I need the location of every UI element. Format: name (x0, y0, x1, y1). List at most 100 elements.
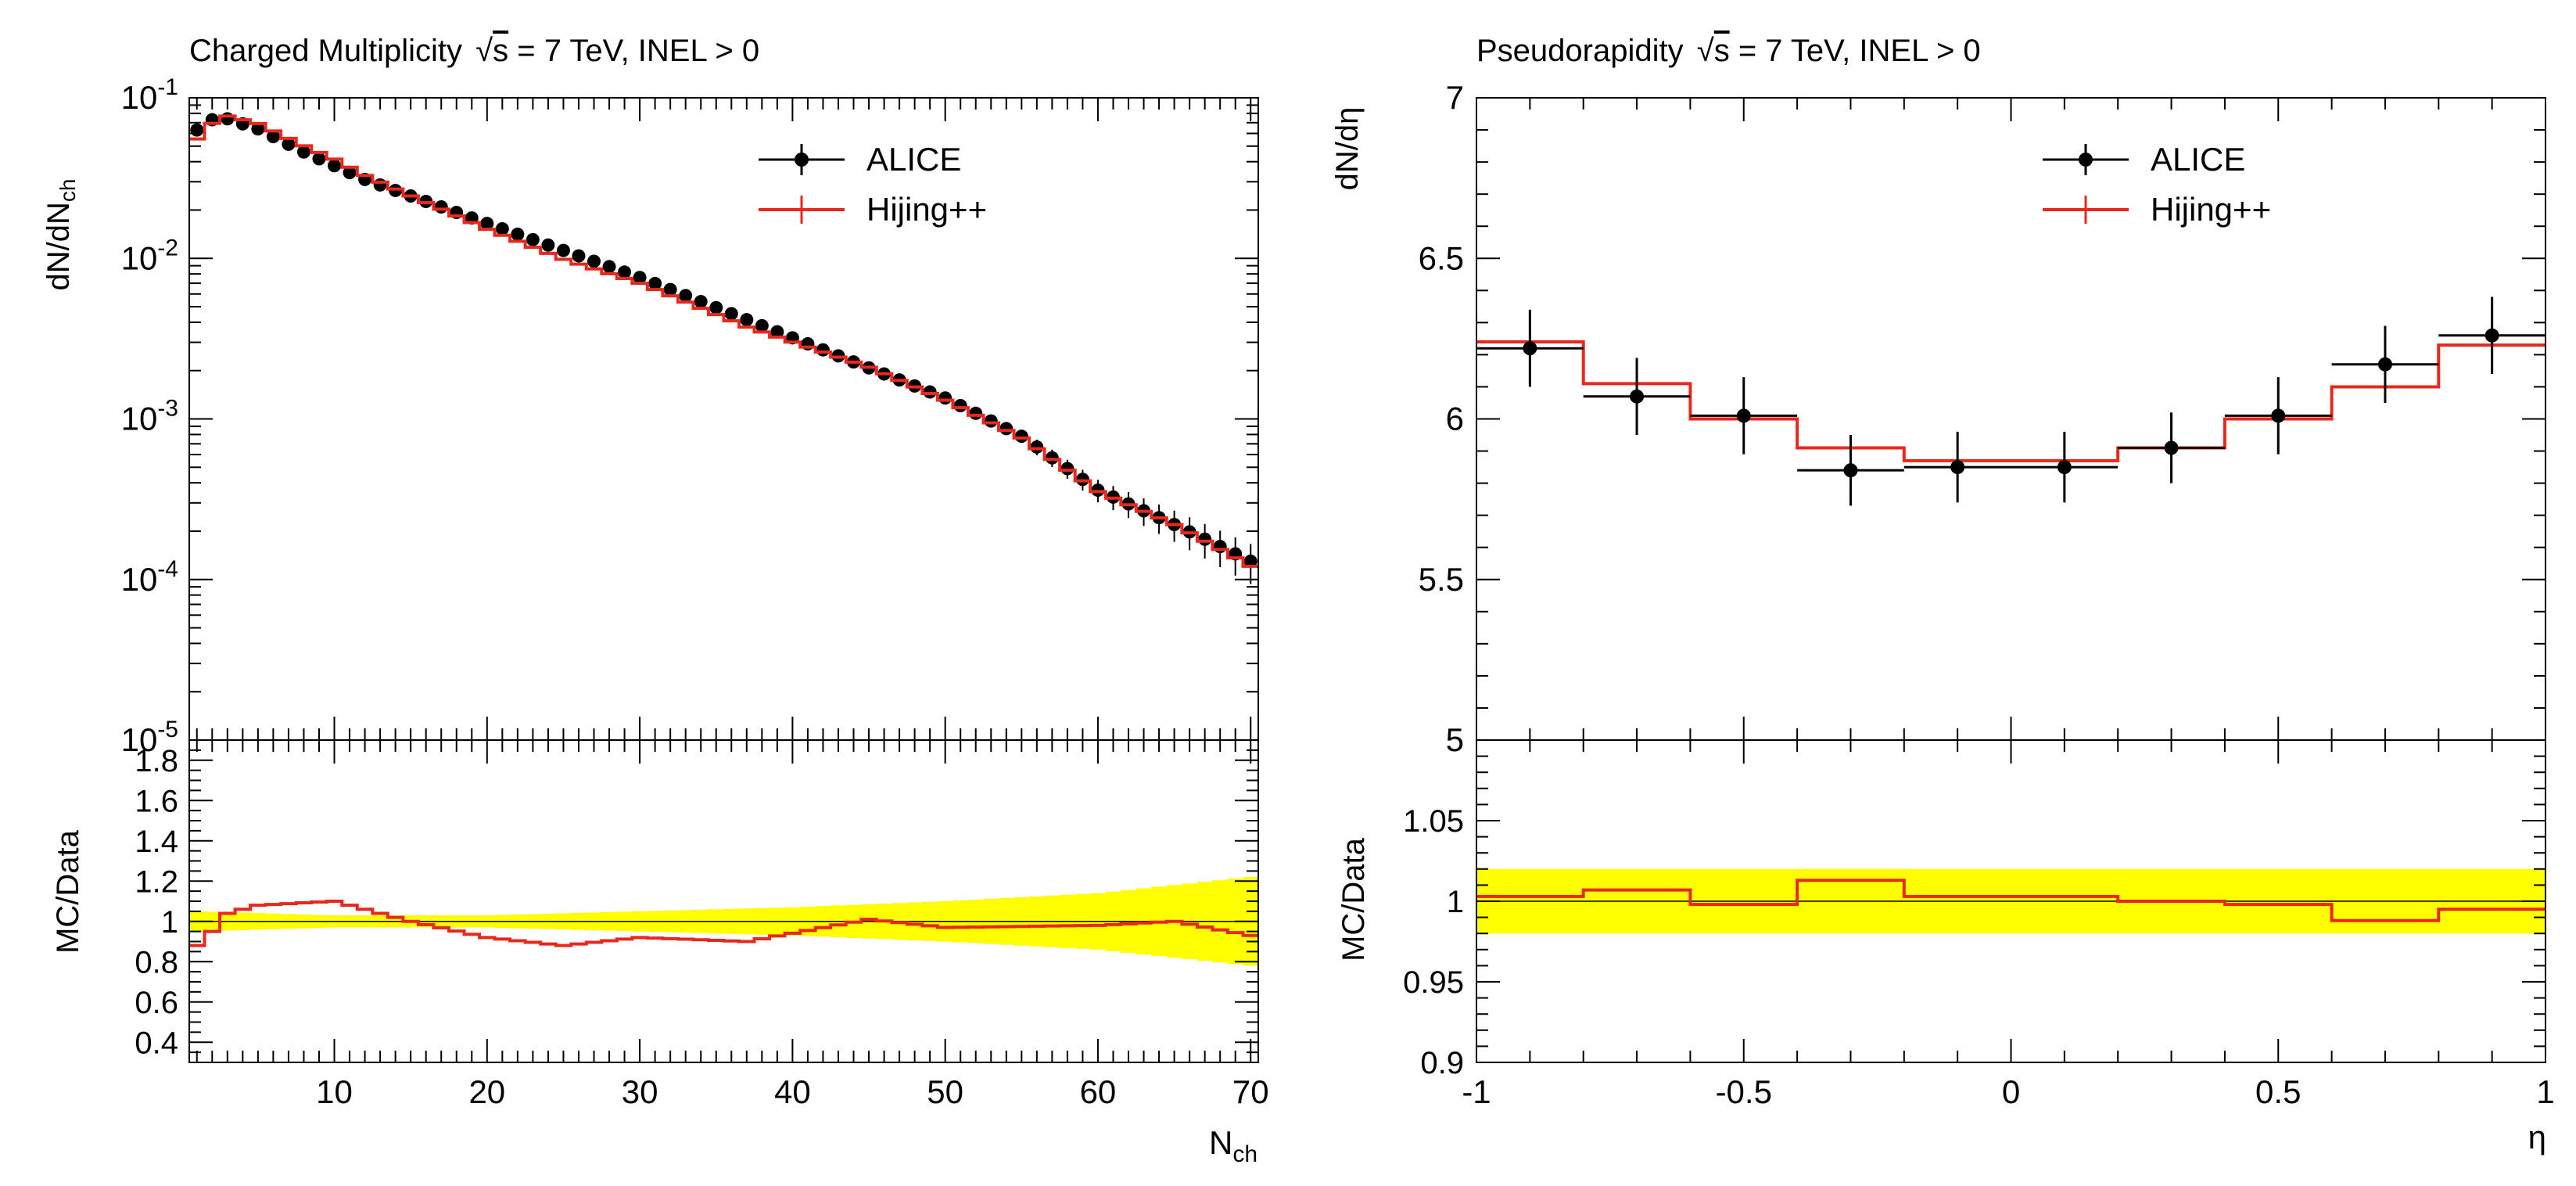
left-ratio-uncertainty-band (189, 877, 1258, 965)
right-xtick-label: -1 (1462, 1073, 1491, 1110)
left-legend-alice-label: ALICE (866, 141, 961, 178)
right-data-point (2165, 440, 2179, 455)
right-data-point (2058, 460, 2072, 474)
left-ratio-ytick-label: 1.8 (135, 744, 178, 778)
left-xtick-label: 60 (1080, 1073, 1117, 1110)
right-xtick-label: 0.5 (2255, 1073, 2301, 1110)
left-data-point (954, 399, 967, 412)
right-ytick-label: 5.5 (1419, 561, 1464, 598)
left-ytick-label: 10-4 (121, 556, 178, 598)
left-xtick-label: 70 (1232, 1073, 1269, 1110)
left-ytick-label: 10-1 (121, 74, 178, 116)
right-legend-alice-marker (2079, 153, 2093, 167)
left-data-point (603, 260, 616, 273)
left-legend: ALICE Hijing++ (759, 141, 987, 228)
left-data-point (709, 301, 723, 314)
left-data-point (725, 307, 738, 320)
left-xtick-label: 10 (316, 1073, 353, 1110)
left-xtick-label: 20 (468, 1073, 505, 1110)
left-data-point (1214, 540, 1227, 553)
right-xtick-label: 0 (2002, 1073, 2020, 1110)
left-data-point (526, 233, 540, 246)
right-xtick-label: -0.5 (1716, 1073, 1772, 1110)
left-ratio-ytick-label: 0.8 (135, 945, 178, 979)
left-ytick-label: 10-2 (121, 235, 178, 276)
left-data-point (587, 254, 601, 268)
left-data-point (496, 222, 509, 235)
right-ytick-label: 5 (1446, 721, 1464, 758)
left-data-point (1015, 429, 1028, 443)
right-ratio-ylabel: MC/Data (1336, 837, 1371, 961)
right-xlabel: η (2528, 1119, 2546, 1155)
right-data-point (1737, 408, 1751, 422)
right-legend-mc-label: Hijing++ (2151, 191, 2271, 228)
left-data-point (511, 228, 524, 241)
left-data-point (969, 407, 982, 420)
left-data-point (435, 200, 448, 214)
left-data-point (312, 153, 325, 166)
left-tick-labels: 10 20 30 40 50 60 7010-110-210-310-410-50.40.6… (121, 74, 1269, 1110)
left-data-point (1030, 440, 1043, 454)
left-legend-mc-label: Hijing++ (866, 191, 987, 228)
right-legend-alice-label: ALICE (2151, 141, 2245, 178)
left-xtick-label: 50 (927, 1073, 963, 1110)
right-ratio-ytick-label: 1.05 (1403, 804, 1464, 839)
right-ytick-label: 7 (1446, 79, 1464, 116)
left-data-point (816, 343, 830, 357)
right-tick-labels: -1 -0.5 0 0.5 1 5 5.5 6 6.5 7 0.9 0.95 1 1.05 (1403, 79, 2555, 1110)
left-data-point (740, 313, 753, 326)
left-data-point (1198, 533, 1211, 546)
left-ylabel: dN/dNch (41, 179, 80, 291)
left-data-point (572, 250, 585, 263)
right-data-point (2378, 358, 2392, 372)
left-data-point (938, 391, 952, 404)
right-ylabel: dN/dη (1330, 107, 1365, 191)
left-data-point (985, 415, 998, 428)
right-data-point (1523, 341, 1537, 355)
left-ratio-ytick-label: 1.6 (135, 784, 178, 818)
left-data-point (374, 178, 387, 192)
left-legend-alice-marker (795, 153, 809, 167)
right-title: Pseudorapidity √s = 7 TeV, INEL > 0 (1476, 34, 1981, 68)
left-ratio-ytick-label: 0.4 (135, 1026, 178, 1060)
right-ratio-ytick-label: 0.95 (1403, 965, 1464, 1000)
right-ytick-label: 6.5 (1419, 239, 1464, 276)
left-ratio-ytick-label: 0.6 (135, 986, 178, 1020)
left-ratio-ytick-label: 1.4 (135, 825, 178, 859)
multiplicity-panel: Charged Multiplicity √s = 7 TeV, INEL > … (41, 34, 1269, 1167)
right-data-point (1843, 463, 1857, 477)
right-ratio-uncertainty-band (1476, 869, 2546, 933)
left-ratio-ylabel: MC/Data (51, 829, 85, 954)
left-data-point (664, 283, 677, 296)
left-data-point (557, 244, 570, 257)
left-data-point (1046, 451, 1059, 465)
left-data-point (755, 319, 769, 332)
left-ytick-label: 10-3 (121, 396, 178, 437)
left-data-point (221, 112, 234, 125)
right-ratio-ytick-label: 1 (1447, 885, 1464, 919)
right-data-point (1630, 390, 1644, 404)
left-xlabel: Nch (1209, 1124, 1258, 1167)
right-data-point (1950, 460, 1964, 474)
left-title: Charged Multiplicity √s = 7 TeV, INEL > … (189, 34, 759, 68)
right-xtick-label: 1 (2536, 1073, 2554, 1110)
left-data-point (328, 159, 341, 172)
right-data-point (2485, 329, 2499, 343)
left-data-point (618, 265, 631, 279)
left-data-point (694, 295, 708, 308)
left-hijing-mc (189, 116, 1258, 945)
left-data-point (541, 239, 554, 252)
left-data-point (190, 124, 203, 137)
right-data-point (2271, 408, 2285, 422)
right-alice-data (1476, 297, 2546, 506)
right-legend: ALICE Hijing++ (2043, 141, 2271, 228)
figure: Charged Multiplicity √s = 7 TeV, INEL > … (0, 0, 2576, 1186)
pseudorapidity-panel: Pseudorapidity √s = 7 TeV, INEL > 0 dN/d… (1330, 34, 2555, 1155)
left-ratio-ytick-label: 1.2 (135, 864, 178, 899)
left-xtick-label: 30 (622, 1073, 658, 1110)
left-main-frame (189, 98, 1258, 740)
left-alice-data (190, 112, 1257, 584)
right-ratio-ytick-label: 0.9 (1420, 1046, 1464, 1080)
left-xtick-label: 40 (774, 1073, 811, 1110)
left-data-point (999, 422, 1013, 435)
